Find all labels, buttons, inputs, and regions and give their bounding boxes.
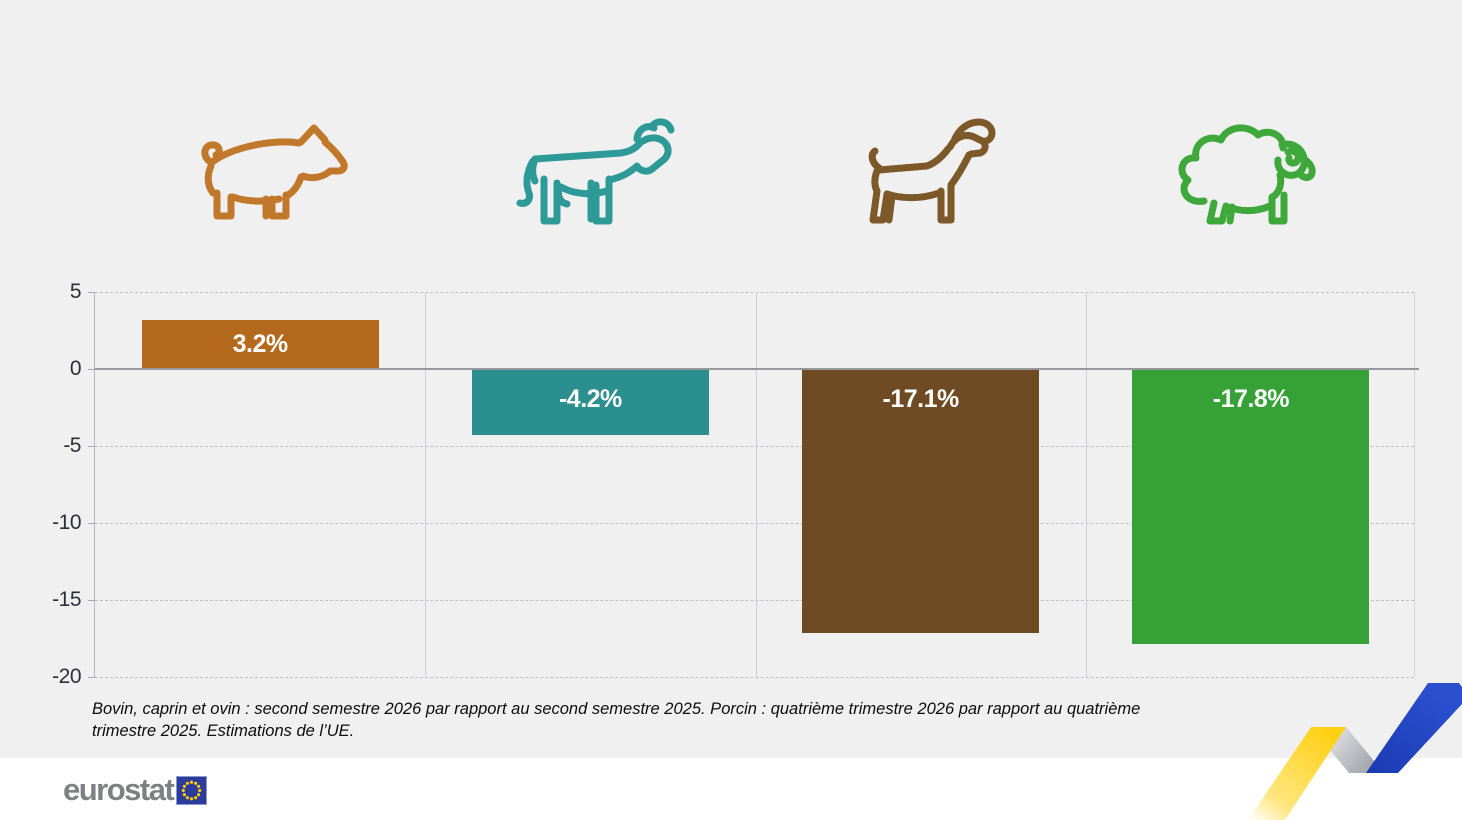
eurostat-logo-text: eurostat (63, 772, 175, 807)
y-axis-tick (88, 523, 95, 524)
bar-value-label: -17.8% (1212, 385, 1290, 413)
y-axis-tick (88, 600, 95, 601)
bar-porcin: 3.2% (141, 319, 379, 369)
bar-bovin: -4.2% (471, 370, 709, 435)
y-axis-tick (88, 446, 95, 447)
bar-value-label: -4.2% (558, 385, 622, 413)
y-tick-label: 0 (69, 357, 82, 380)
category-separator (755, 292, 757, 677)
gridline--5 (95, 446, 1414, 447)
category-separator (425, 292, 427, 677)
sheep-icon (1160, 108, 1340, 240)
footer-band (0, 758, 1462, 820)
pig-icon (169, 108, 349, 240)
bar-value-label: 3.2% (232, 330, 288, 359)
chart-panel: 5 0 -5 -10 -15 -20 3.2% -4.2% -17.1% -17.8% Bovin… (0, 0, 1462, 758)
y-tick-label: -5 (63, 434, 81, 457)
bar-value-label: -17.1% (882, 385, 960, 413)
eu-flag-icon (176, 775, 208, 805)
ribbon-decoration (1240, 670, 1462, 820)
footnote-line-2: trimestre 2025. Estimations de l’UE. (92, 722, 355, 740)
bar-ovin: -17.8% (1132, 370, 1370, 645)
plot-area: 5 0 -5 -10 -15 -20 3.2% -4.2% -17.1% -17.8% (52, 280, 1419, 688)
cow-icon (499, 108, 679, 240)
y-tick-label: -10 (52, 511, 81, 534)
chart-footnote: Bovin, caprin et ovin : second semestre … (92, 698, 1140, 742)
y-axis-tick (88, 677, 95, 678)
gridline-5 (95, 292, 1414, 293)
y-axis-tick (88, 292, 95, 293)
zero-axis-line (95, 368, 1419, 370)
y-tick-label: 5 (69, 280, 82, 303)
footnote-line-1: Bovin, caprin et ovin : second semestre … (92, 700, 1141, 718)
eurostat-logo: eurostat (63, 772, 208, 808)
gridline--20 (95, 677, 1414, 678)
bar-caprin: -17.1% (802, 370, 1040, 634)
category-separator (1085, 292, 1087, 677)
y-axis-tick (88, 369, 95, 370)
y-tick-label: -20 (52, 665, 81, 688)
y-tick-label: -15 (52, 588, 81, 611)
gridline--15 (95, 600, 1414, 601)
gridline--10 (95, 523, 1414, 524)
goat-icon (830, 108, 1010, 240)
